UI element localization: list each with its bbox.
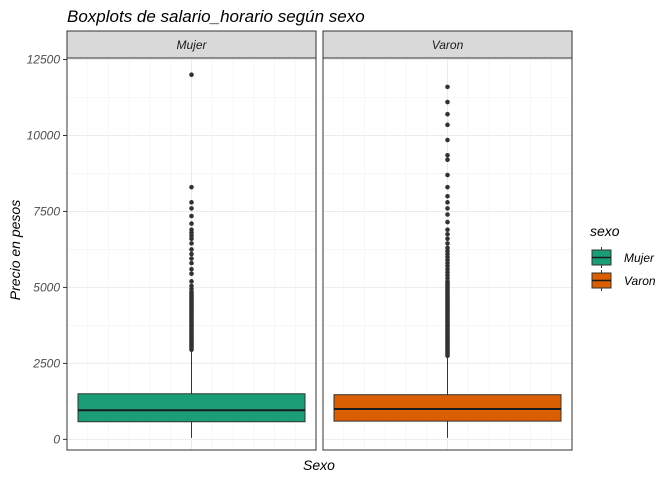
outlier-point: [445, 245, 450, 251]
outlier-point: [189, 266, 194, 272]
legend-label: Mujer: [624, 251, 655, 265]
y-tick-label: 10000: [27, 128, 61, 142]
outlier-point: [445, 236, 450, 242]
box-iqr: [333, 394, 562, 422]
outlier-point: [189, 251, 194, 257]
chart-title: Boxplots de salario_horario según sexo: [67, 7, 365, 26]
facet-panel-mujer: Mujer: [66, 30, 317, 451]
outlier-point: [445, 152, 450, 158]
outlier-point: [445, 212, 450, 217]
outlier-point: [445, 231, 450, 237]
outlier-point: [189, 206, 194, 211]
legend-title: sexo: [590, 223, 620, 239]
outlier-point: [445, 200, 450, 205]
outlier-point: [445, 184, 450, 190]
outlier-point: [189, 283, 194, 289]
facet-panel-varon: Varon: [322, 30, 573, 451]
outlier-point: [189, 271, 194, 277]
legend-label: Varon: [624, 274, 656, 288]
legend: sexo Mujer Varon: [590, 223, 656, 292]
facet-panels: Mujer Varon: [66, 30, 573, 451]
outlier-point: [445, 122, 450, 128]
outlier-point: [189, 72, 194, 78]
outlier-point: [189, 200, 194, 205]
outlier-point: [189, 221, 194, 226]
y-tick-label: 12500: [27, 53, 61, 67]
outlier-point: [189, 241, 194, 246]
outlier-point: [189, 247, 194, 252]
outlier-point: [445, 111, 450, 117]
facet-strip-label: Varon: [432, 38, 464, 52]
outlier-point: [445, 219, 450, 225]
legend-entry-mujer: Mujer: [590, 246, 655, 269]
outlier-point: [445, 172, 450, 178]
y-tick-label: 5000: [33, 280, 60, 294]
outlier-point: [189, 213, 194, 219]
outlier-point: [445, 227, 450, 232]
outlier-point: [445, 193, 450, 199]
y-axis-title: Precio en pesos: [7, 200, 23, 300]
x-axis-title: Sexo: [303, 457, 335, 473]
facet-strip-label: Mujer: [176, 38, 207, 52]
outlier-point: [445, 99, 450, 105]
legend-entry-varon: Varon: [590, 269, 656, 292]
y-axis: 0 2500 5000 7500 10000 12500: [27, 53, 67, 446]
outlier-point: [445, 84, 450, 90]
outlier-point: [445, 137, 450, 143]
facet-strip: [66, 30, 317, 59]
y-tick-label: 7500: [33, 204, 60, 218]
panel-border: [66, 57, 317, 451]
y-tick-label: 2500: [32, 356, 60, 370]
outlier-point: [189, 260, 194, 266]
y-tick-label: 0: [53, 432, 60, 446]
outlier-point: [189, 279, 194, 284]
outlier-point: [445, 206, 450, 211]
outlier-point: [189, 184, 194, 190]
outlier-point: [445, 241, 450, 246]
outlier-point: [189, 256, 194, 261]
box-iqr: [77, 393, 306, 423]
outlier-point: [445, 157, 450, 163]
outlier-point: [189, 227, 194, 232]
panel-border: [322, 57, 573, 451]
